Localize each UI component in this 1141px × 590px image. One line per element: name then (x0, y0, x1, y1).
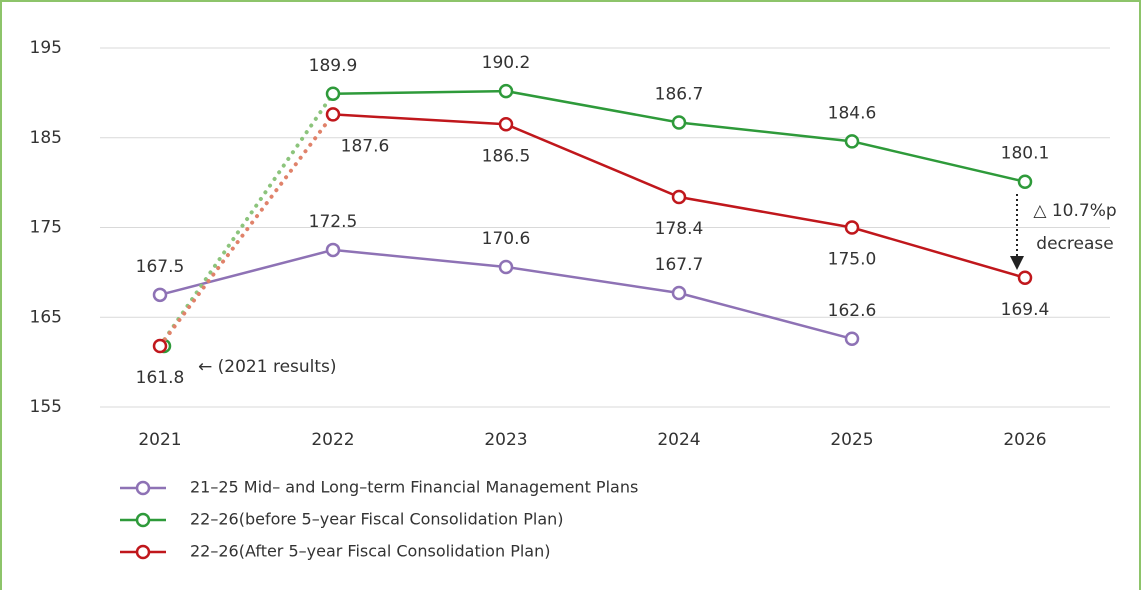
y-tick-label: 155 (30, 397, 62, 417)
y-tick-label: 165 (30, 307, 62, 327)
value-label: 169.4 (1001, 300, 1050, 320)
value-label: 180.1 (1001, 144, 1050, 164)
value-label: 186.5 (482, 146, 531, 166)
x-tick-label: 2026 (1003, 430, 1046, 450)
marker (498, 117, 514, 132)
x-tick-label: 2021 (138, 430, 181, 450)
x-tick-label: 2024 (657, 430, 700, 450)
marker (671, 115, 687, 130)
legend-label: 22–26(After 5–year Fiscal Consolidation … (190, 542, 550, 561)
legend-label: 22–26(before 5–year Fiscal Consolidation… (190, 510, 564, 529)
legend-label: 21–25 Mid– and Long–term Financial Manag… (190, 478, 638, 497)
marker (498, 83, 514, 99)
marker (844, 134, 860, 149)
marker (325, 242, 341, 258)
legend-marker (135, 480, 151, 496)
value-label: 178.4 (655, 219, 704, 239)
value-label: 167.5 (136, 257, 185, 277)
value-label: 172.5 (309, 212, 358, 232)
marker (498, 259, 514, 275)
line (332, 89, 1026, 183)
x-tick-label: 2023 (484, 430, 527, 450)
marker (671, 189, 687, 205)
y-tick-label: 175 (30, 218, 62, 238)
value-label: 190.2 (482, 53, 531, 73)
legend-marker (135, 544, 151, 560)
value-label: 161.8 (136, 368, 185, 388)
annotation: △ 10.7%p (1033, 201, 1116, 221)
annotation: decrease (1036, 234, 1113, 254)
x-tick-label: 2022 (311, 430, 354, 450)
line-segment (158, 91, 335, 348)
line-segment (158, 112, 335, 348)
marker (1017, 270, 1033, 286)
arrow-head (1010, 256, 1024, 270)
legend-marker (135, 512, 151, 528)
y-tick-label: 195 (30, 38, 62, 58)
value-label: 186.7 (655, 84, 704, 104)
marker (152, 338, 168, 354)
marker (325, 86, 341, 102)
value-label: 162.6 (828, 301, 877, 321)
marker (844, 331, 860, 347)
annotation: ← (2021 results) (198, 357, 337, 377)
marker (325, 107, 341, 122)
value-label: 167.7 (655, 255, 704, 275)
marker (844, 220, 860, 235)
value-label: 187.6 (341, 136, 390, 156)
marker (671, 285, 687, 301)
y-tick-label: 185 (30, 128, 62, 148)
value-label: 184.6 (828, 103, 877, 123)
marker (152, 287, 168, 303)
value-label: 170.6 (482, 229, 531, 249)
marker (1017, 174, 1033, 189)
value-label: 175.0 (828, 250, 877, 270)
x-tick-label: 2025 (830, 430, 873, 450)
value-label: 189.9 (309, 56, 358, 76)
